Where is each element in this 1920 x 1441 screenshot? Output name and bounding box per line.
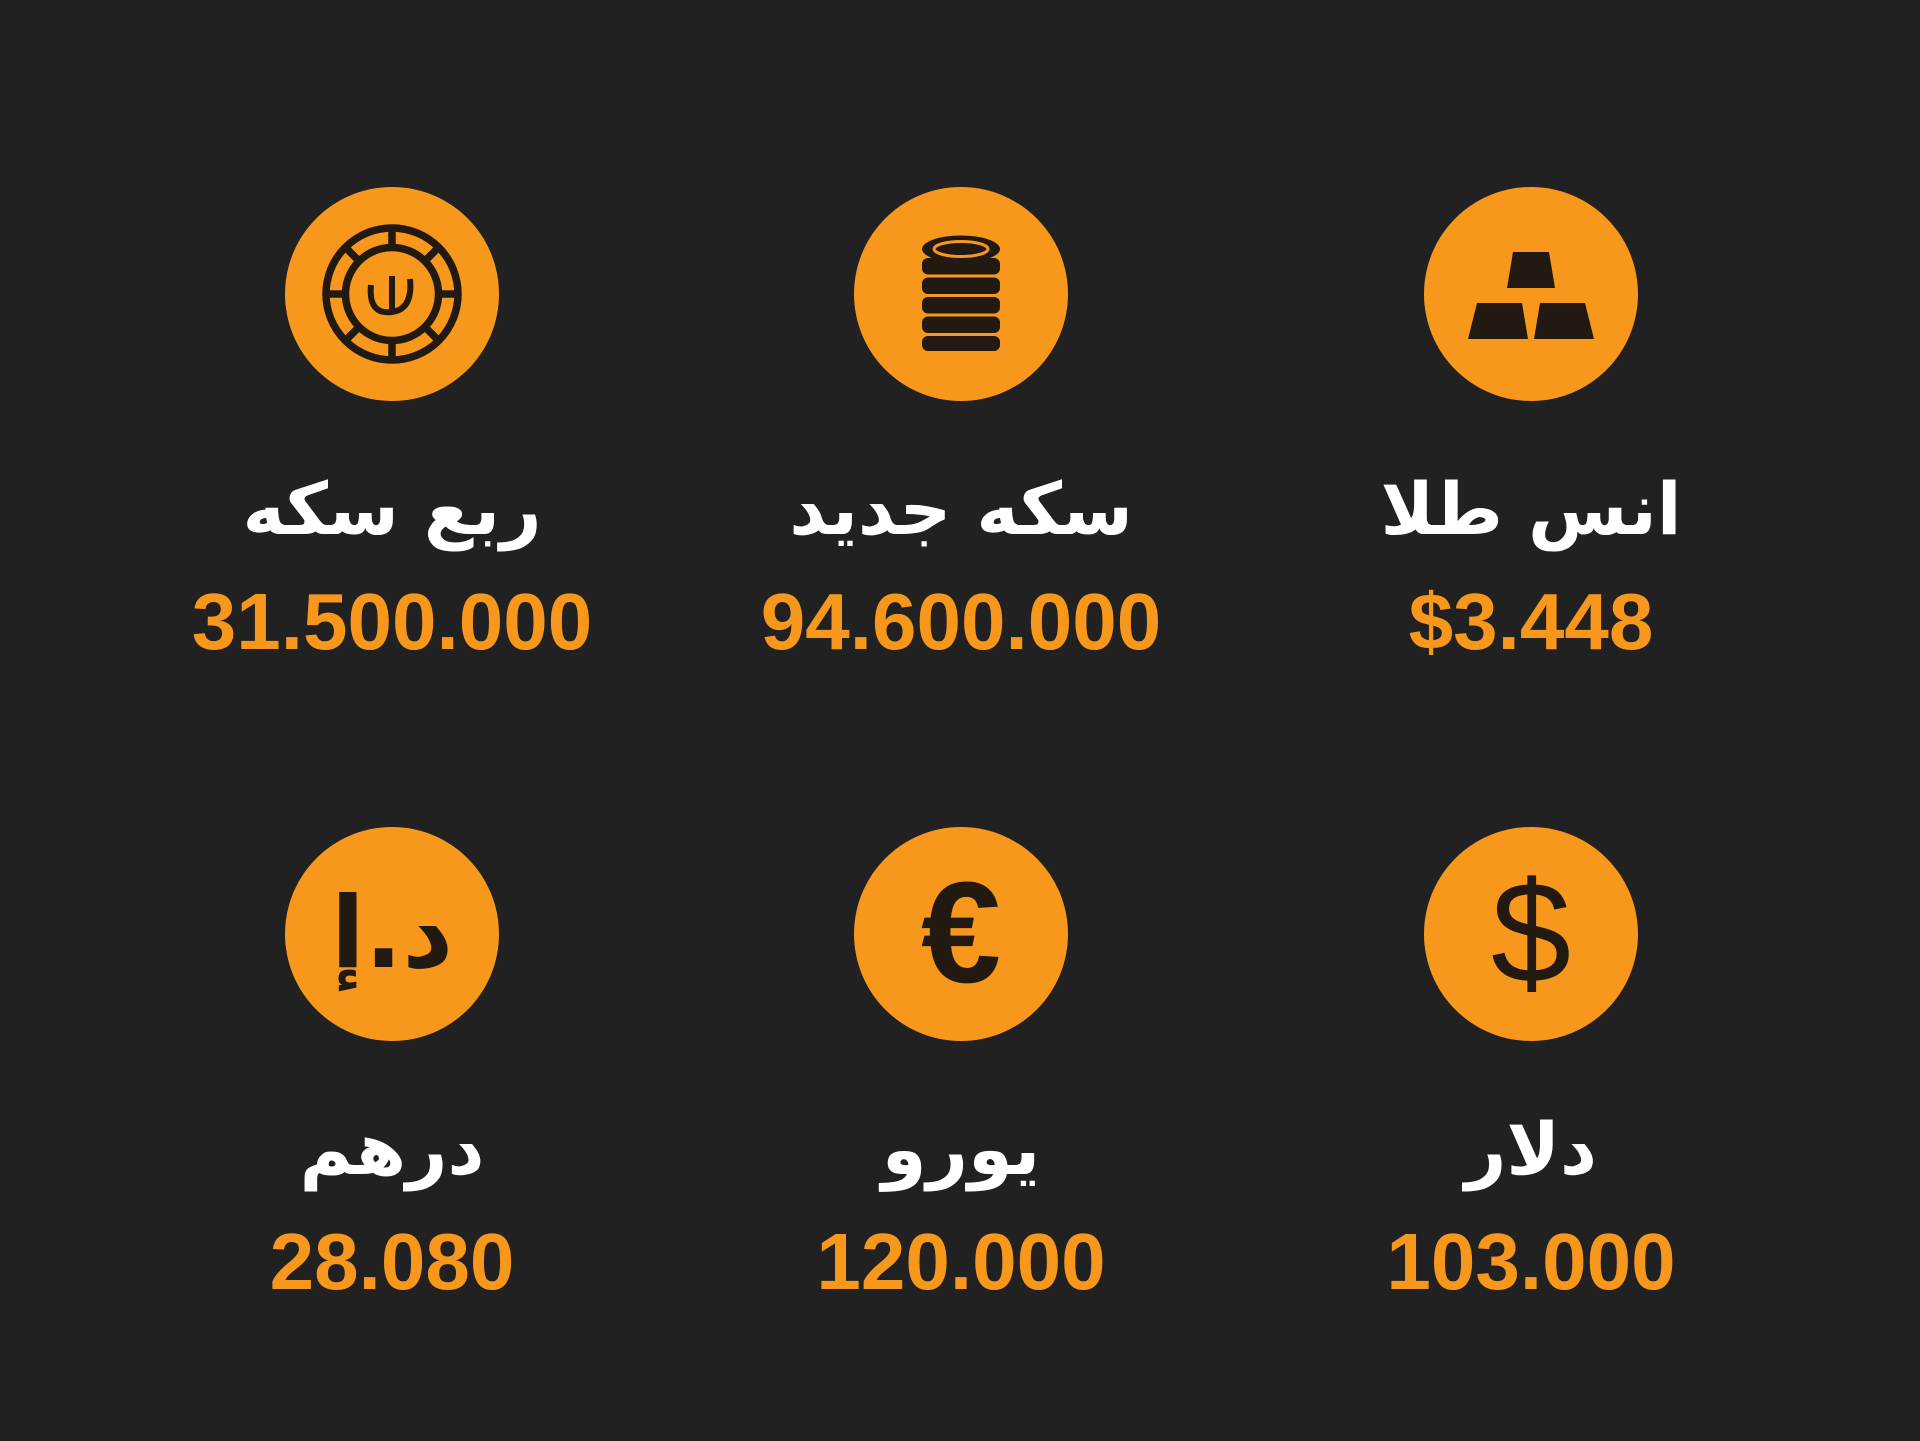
- price-card-quarter-coin: ربع سکه 31.500.000: [112, 187, 672, 667]
- rial-coin-icon: [285, 187, 499, 401]
- item-value: 94.600.000: [760, 577, 1162, 666]
- svg-text:د.إ: د.إ: [331, 876, 453, 991]
- price-card-new-coin: سکه جدید 94.600.000: [681, 187, 1241, 667]
- item-value: 28.080: [269, 1217, 515, 1306]
- item-value: 103.000: [1386, 1217, 1676, 1306]
- item-label: ربع سکه: [242, 467, 542, 551]
- item-value: 120.000: [816, 1217, 1106, 1306]
- item-label: دلار: [1464, 1107, 1597, 1191]
- coin-stack-icon: [854, 187, 1068, 401]
- price-card-dollar: $ دلار 103.000: [1251, 827, 1811, 1307]
- euro-icon: €: [854, 827, 1068, 1041]
- price-card-dirham: د.إ درهم 28.080: [112, 827, 672, 1307]
- item-value: 31.500.000: [191, 577, 593, 666]
- item-label: درهم: [299, 1107, 485, 1191]
- svg-text:€: €: [921, 859, 1001, 1009]
- gold-bars-icon: [1424, 187, 1638, 401]
- dirham-icon: د.إ: [285, 827, 499, 1041]
- item-value: $3.448: [1408, 577, 1654, 666]
- item-label: سکه جدید: [789, 467, 1133, 551]
- svg-text:$: $: [1491, 859, 1571, 1009]
- dollar-icon: $: [1424, 827, 1638, 1041]
- price-card-gold-ounce: انس طلا $3.448: [1251, 187, 1811, 667]
- item-label: انس طلا: [1380, 467, 1682, 551]
- price-card-euro: € یورو 120.000: [681, 827, 1241, 1307]
- item-label: یورو: [881, 1107, 1041, 1191]
